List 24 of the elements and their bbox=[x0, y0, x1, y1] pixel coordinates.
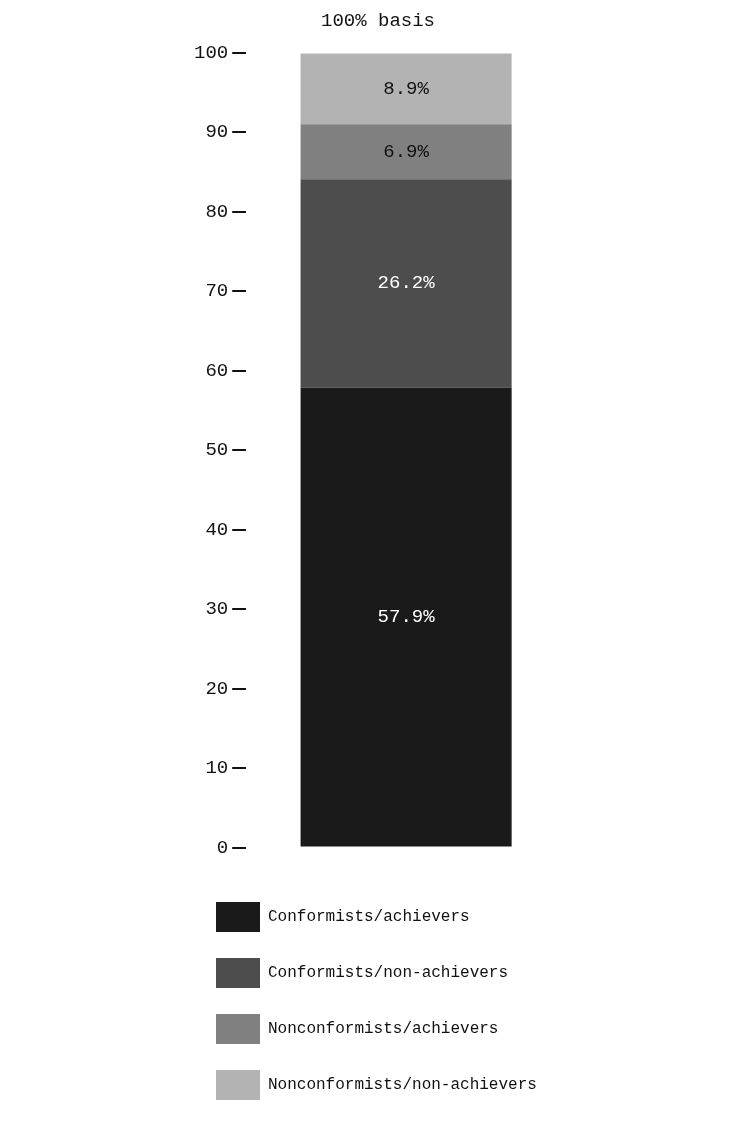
legend-label: Nonconformists/non-achievers bbox=[268, 1076, 537, 1095]
y-tick-label: 40 bbox=[205, 518, 229, 541]
bar bbox=[300, 53, 512, 125]
legend-label: Conformists/non-achievers bbox=[268, 964, 509, 983]
data-label: 57.9% bbox=[377, 606, 436, 629]
y-tick-label: 30 bbox=[205, 598, 229, 621]
data-label: 6.9% bbox=[383, 140, 430, 163]
y-tick-label: 10 bbox=[205, 757, 229, 780]
chart-title: 100% basis bbox=[320, 10, 436, 33]
legend-label: Conformists/achievers bbox=[268, 908, 470, 927]
bar bbox=[300, 124, 512, 180]
legend-label: Nonconformists/achievers bbox=[268, 1020, 499, 1039]
bar bbox=[300, 179, 512, 388]
y-tick-label: 0 bbox=[216, 836, 229, 859]
y-tick-label: 100 bbox=[193, 41, 229, 64]
y-tick-label: 20 bbox=[205, 677, 229, 700]
bar bbox=[300, 387, 512, 847]
y-tick-label: 90 bbox=[205, 121, 229, 144]
data-label: 8.9% bbox=[383, 77, 430, 100]
data-label: 26.2% bbox=[377, 272, 436, 295]
y-tick-label: 80 bbox=[205, 200, 229, 223]
y-tick-label: 60 bbox=[205, 359, 229, 382]
y-tick-label: 50 bbox=[205, 439, 229, 462]
y-tick-label: 70 bbox=[205, 280, 229, 303]
